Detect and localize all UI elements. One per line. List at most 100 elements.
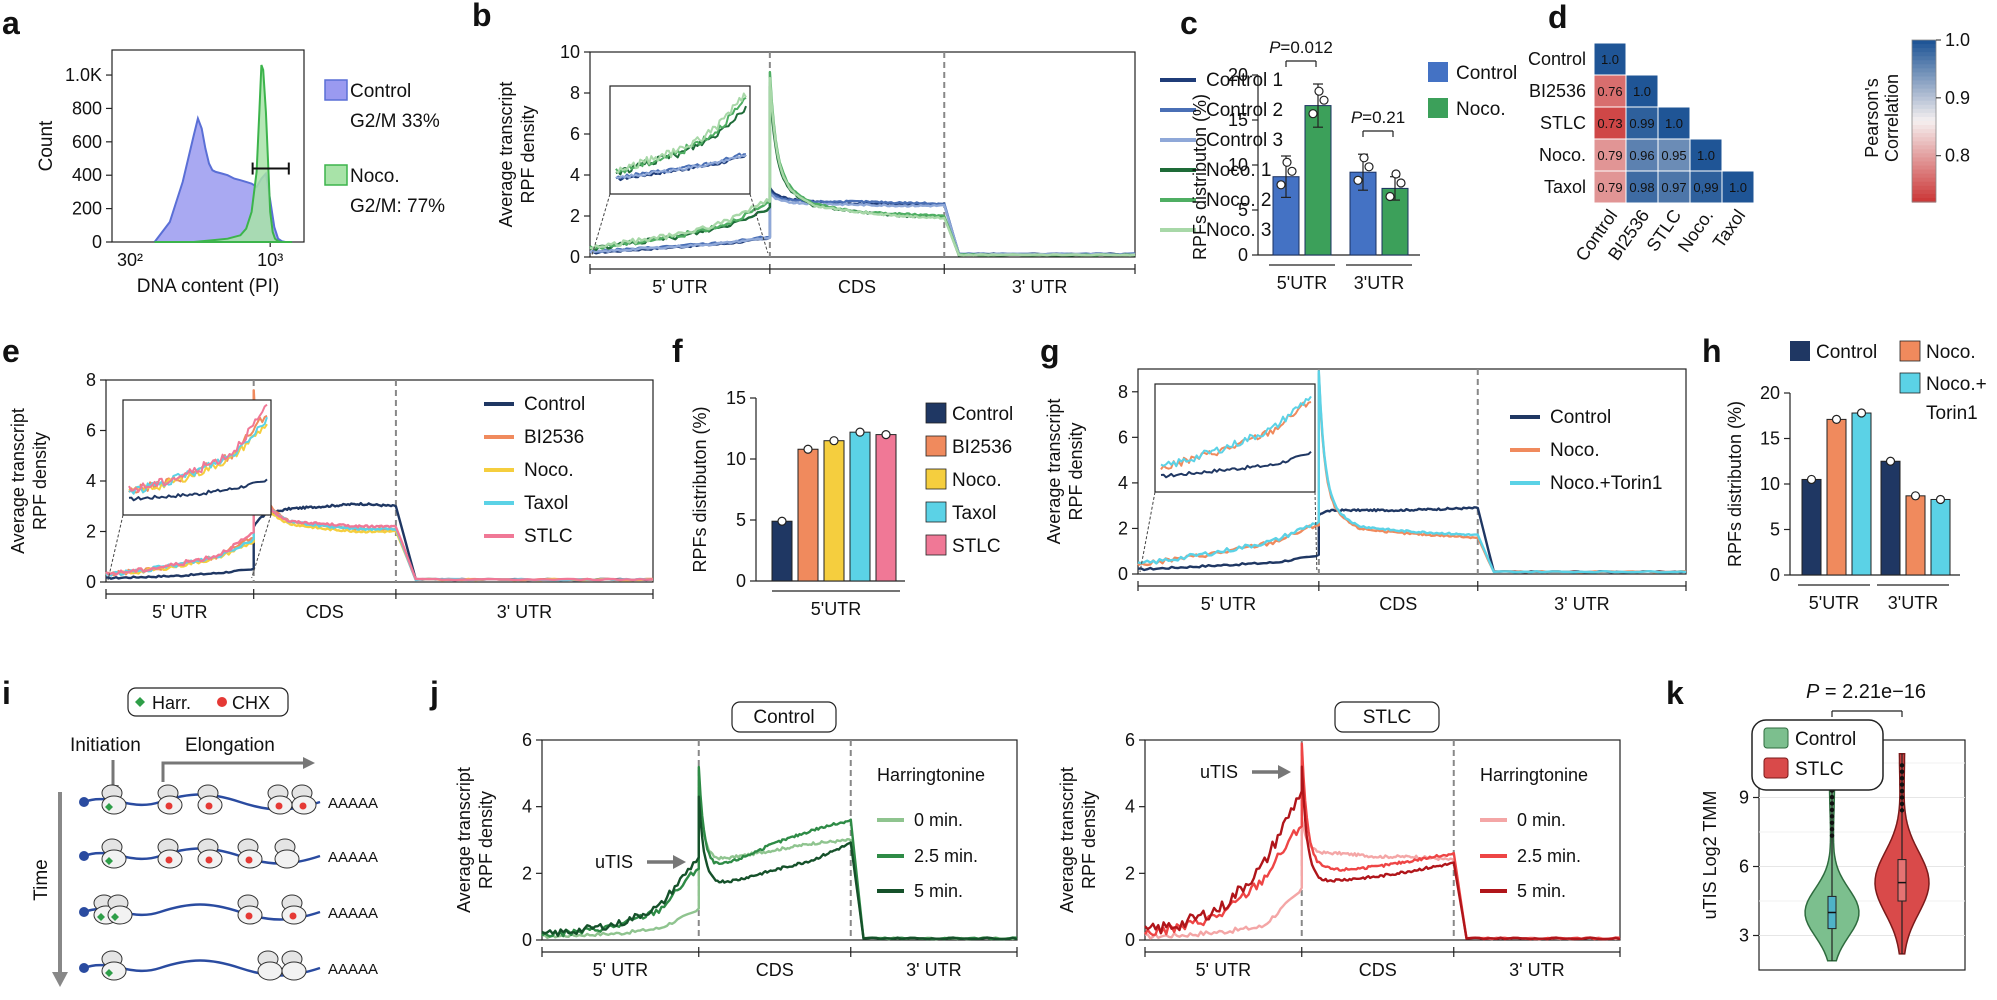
replicate-point bbox=[1364, 162, 1374, 172]
inset-connector bbox=[1139, 491, 1156, 573]
colorbar-step bbox=[1912, 165, 1936, 171]
plot-frame bbox=[1137, 368, 1687, 575]
replicate-point bbox=[1282, 157, 1292, 167]
y-tick-label: 0 bbox=[522, 930, 532, 950]
outlier-point bbox=[1829, 794, 1835, 800]
legend-label: Control bbox=[1550, 407, 1611, 428]
panel-letter-e: e bbox=[2, 333, 20, 369]
y-axis-label: RPFs distributon (%) bbox=[690, 406, 710, 572]
y-tick-label: 1.0K bbox=[65, 65, 102, 85]
y-tick-label: 600 bbox=[72, 132, 102, 152]
inset-series-line bbox=[615, 92, 747, 174]
legend-label: Control 3 bbox=[1206, 130, 1283, 151]
colorbar-step bbox=[1912, 108, 1936, 114]
elongation-label: Elongation bbox=[185, 735, 275, 756]
legend-label: Noco. bbox=[1926, 342, 1976, 363]
legend-label: Harr. bbox=[152, 693, 191, 713]
bar-0-1 bbox=[1880, 460, 1901, 576]
y-axis-label: RPF density bbox=[1066, 422, 1086, 520]
inset-connector bbox=[591, 193, 611, 256]
y-tick-label: 10 bbox=[1760, 474, 1780, 494]
legend-label: Control bbox=[1816, 342, 1877, 363]
bar-stlc bbox=[875, 434, 897, 582]
legend-label: Control bbox=[350, 81, 411, 102]
colorbar-step bbox=[1912, 64, 1936, 69]
p-value-italic: P bbox=[1269, 38, 1281, 57]
legend-swatch bbox=[925, 468, 947, 490]
y-axis-label: Average transcript bbox=[1044, 399, 1064, 545]
bar-point bbox=[881, 430, 891, 440]
colorbar-step bbox=[1912, 153, 1936, 159]
row-label: Taxol bbox=[1544, 177, 1586, 197]
bar-2-1 bbox=[1930, 498, 1951, 576]
cell-value: 1.0 bbox=[1665, 116, 1683, 131]
y-tick-label: 400 bbox=[72, 165, 102, 185]
colorbar-step bbox=[1912, 48, 1936, 53]
region-label: CDS bbox=[1379, 594, 1417, 614]
y-axis-label: RPF density bbox=[518, 105, 538, 203]
plot-frame bbox=[1144, 739, 1621, 941]
region-label: 3' UTR bbox=[1554, 594, 1609, 614]
y-tick-label: 5 bbox=[1238, 200, 1248, 220]
inset-connector bbox=[749, 193, 769, 254]
bar-noco-0 bbox=[1304, 105, 1332, 256]
bar-2-0 bbox=[1851, 412, 1872, 576]
colorbar-tick-label: 0.8 bbox=[1945, 146, 1970, 166]
y-tick-label: 200 bbox=[72, 199, 102, 219]
legend-swatch bbox=[1763, 727, 1789, 749]
legend-swatch bbox=[1899, 372, 1921, 394]
outlier-point bbox=[1899, 808, 1905, 813]
ribosome-large bbox=[101, 849, 127, 869]
outlier-point bbox=[1899, 763, 1905, 768]
series-line-5-min- bbox=[1144, 765, 1621, 941]
chx-bound bbox=[205, 802, 213, 810]
series-line-control-2 bbox=[589, 190, 1136, 256]
region-label: CDS bbox=[1359, 960, 1397, 980]
y-tick-label: 2 bbox=[86, 522, 96, 542]
replicate-point bbox=[1359, 153, 1369, 163]
legend-swatch bbox=[1790, 341, 1810, 361]
chx-bound bbox=[275, 802, 283, 810]
chx-bound bbox=[245, 856, 253, 864]
colorbar-step bbox=[1912, 181, 1936, 187]
mrna-cap bbox=[79, 907, 89, 917]
legend-label: Control bbox=[1795, 729, 1856, 750]
harr-marker bbox=[135, 697, 145, 707]
cell-value: 0.95 bbox=[1661, 148, 1686, 163]
polya-tail: AAAAA bbox=[328, 961, 378, 978]
legend-label: 0 min. bbox=[1517, 810, 1566, 830]
column-label: Taxol bbox=[1709, 206, 1749, 252]
chx-bound bbox=[245, 912, 253, 920]
heatmap-cell bbox=[1657, 170, 1691, 204]
series-line-noco-3 bbox=[589, 76, 1136, 257]
heatmap-cell bbox=[1625, 74, 1659, 108]
y-axis-label: RPFs distributon (%) bbox=[1725, 401, 1745, 567]
region-label: 3' UTR bbox=[906, 960, 961, 980]
bar-taxol bbox=[849, 431, 871, 582]
inset-frame bbox=[122, 399, 272, 516]
legend-label: Noco. bbox=[350, 166, 400, 187]
x-tick-label: 5'UTR bbox=[1277, 273, 1327, 293]
x-tick-label: 3'UTR bbox=[1888, 593, 1938, 613]
colorbar-tick-label: 1.0 bbox=[1945, 30, 1970, 50]
panel-letter-c: c bbox=[1180, 5, 1198, 41]
y-tick-label: 8 bbox=[1118, 382, 1128, 402]
outlier-point bbox=[1829, 827, 1835, 832]
region-label: 3' UTR bbox=[497, 602, 552, 622]
x-axis-label: DNA content (PI) bbox=[137, 276, 280, 297]
y-axis-label: Average transcript bbox=[454, 767, 474, 913]
legend-label: 0 min. bbox=[914, 810, 963, 830]
legend-label: Noco.+Torin1 bbox=[1550, 473, 1662, 494]
heatmap-cell bbox=[1593, 138, 1627, 172]
harr-bound bbox=[105, 857, 113, 865]
y-tick-label: 4 bbox=[522, 797, 532, 817]
bar-point bbox=[777, 516, 787, 526]
legend-label: BI2536 bbox=[524, 427, 584, 448]
condition-title: Control bbox=[753, 707, 814, 728]
legend-label: 2.5 min. bbox=[914, 846, 978, 866]
panel-j-stlc-metagene: 0 2 4 6 5' UTR CDS 3' UTR Average transcript RPF… bbox=[1057, 701, 1621, 980]
cell-value: 1.0 bbox=[1633, 84, 1651, 99]
cell-value: 0.99 bbox=[1629, 116, 1654, 131]
p-value-label: P=0.012 bbox=[1269, 38, 1333, 57]
